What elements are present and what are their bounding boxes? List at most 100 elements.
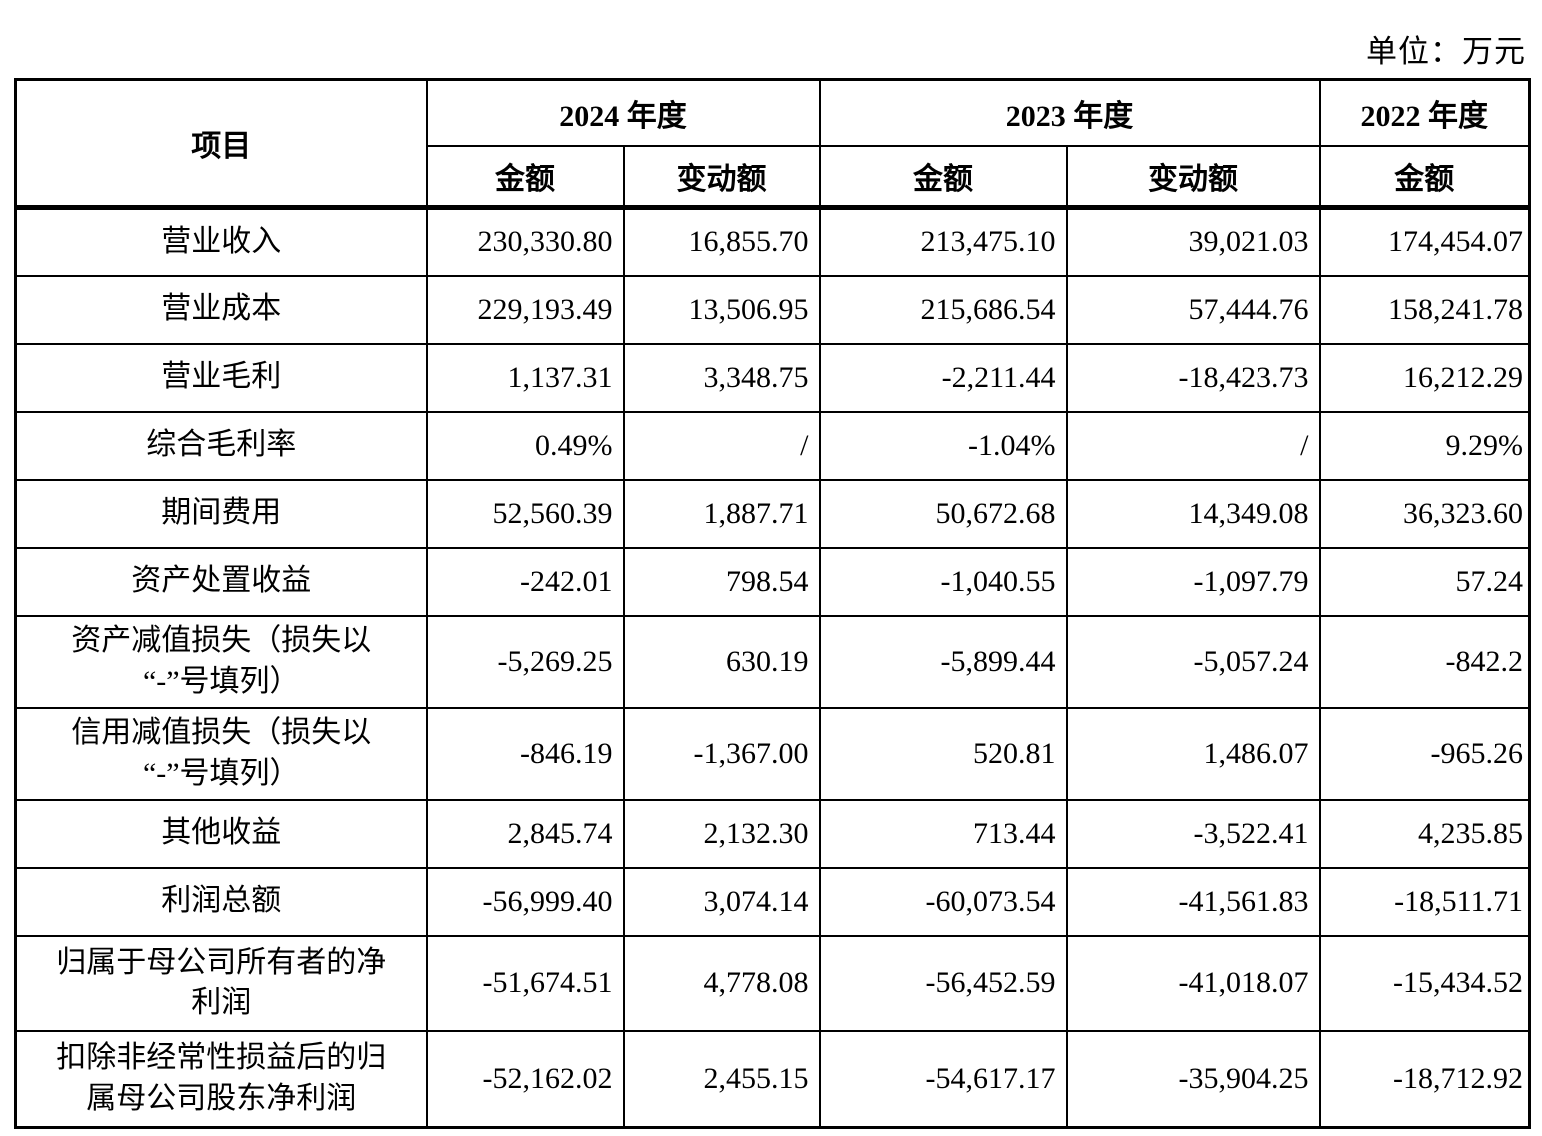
column-header-2022-amount: 金额 xyxy=(1318,144,1531,210)
column-header-2024-change: 变动额 xyxy=(622,144,821,210)
cell-value: -41,561.83 xyxy=(1065,866,1321,937)
financial-comparison-table: 项目 2024 年度 2023 年度 2022 年度 金额 变动额 金额 变动额… xyxy=(14,78,1531,1129)
row-item-label: 其他收益 xyxy=(14,798,428,869)
cell-value: 1,137.31 xyxy=(425,342,625,413)
cell-value: -60,073.54 xyxy=(818,866,1068,937)
cell-value: -965.26 xyxy=(1318,706,1531,801)
row-item-label: 营业收入 xyxy=(14,206,428,277)
table-row: 归属于母公司所有者的净 利润 -51,674.51 4,778.08 -56,4… xyxy=(14,934,1531,1032)
cell-value: -2,211.44 xyxy=(818,342,1068,413)
cell-value: 3,074.14 xyxy=(622,866,821,937)
table-row: 利润总额 -56,999.40 3,074.14 -60,073.54 -41,… xyxy=(14,866,1531,937)
column-header-item: 项目 xyxy=(14,78,428,210)
cell-value: -35,904.25 xyxy=(1065,1029,1321,1129)
cell-value: 16,212.29 xyxy=(1318,342,1531,413)
row-item-label: 信用减值损失（损失以 “-”号填列） xyxy=(14,706,428,801)
cell-value: 14,349.08 xyxy=(1065,478,1321,549)
cell-value: 4,235.85 xyxy=(1318,798,1531,869)
cell-value: -5,899.44 xyxy=(818,614,1068,709)
row-item-label: 资产处置收益 xyxy=(14,546,428,617)
cell-value: -1,367.00 xyxy=(622,706,821,801)
cell-value: 13,506.95 xyxy=(622,274,821,345)
cell-value: 16,855.70 xyxy=(622,206,821,277)
cell-value: 9.29% xyxy=(1318,410,1531,481)
cell-value: 630.19 xyxy=(622,614,821,709)
cell-value: -846.19 xyxy=(425,706,625,801)
column-header-2023-amount: 金额 xyxy=(818,144,1068,210)
cell-value: 4,778.08 xyxy=(622,934,821,1032)
cell-value: -52,162.02 xyxy=(425,1029,625,1129)
row-item-label: 利润总额 xyxy=(14,866,428,937)
cell-value: -1,040.55 xyxy=(818,546,1068,617)
cell-value: -242.01 xyxy=(425,546,625,617)
cell-value: 229,193.49 xyxy=(425,274,625,345)
unit-label: 单位：万元 xyxy=(1366,34,1526,69)
table-row: 营业收入 230,330.80 16,855.70 213,475.10 39,… xyxy=(14,206,1531,277)
row-item-label: 综合毛利率 xyxy=(14,410,428,481)
cell-value: -1,097.79 xyxy=(1065,546,1321,617)
cell-value: -1.04% xyxy=(818,410,1068,481)
table-row: 其他收益 2,845.74 2,132.30 713.44 -3,522.41 … xyxy=(14,798,1531,869)
cell-value: -51,674.51 xyxy=(425,934,625,1032)
table-row: 扣除非经常性损益后的归 属母公司股东净利润 -52,162.02 2,455.1… xyxy=(14,1029,1531,1129)
cell-value: -41,018.07 xyxy=(1065,934,1321,1032)
cell-value: 520.81 xyxy=(818,706,1068,801)
cell-value: 39,021.03 xyxy=(1065,206,1321,277)
cell-value: 50,672.68 xyxy=(818,478,1068,549)
column-header-2024-amount: 金额 xyxy=(425,144,625,210)
header-sub-row: 金额 变动额 金额 变动额 金额 xyxy=(16,144,1531,210)
table-row: 期间费用 52,560.39 1,887.71 50,672.68 14,349… xyxy=(14,478,1531,549)
column-header-year-2022: 2022 年度 xyxy=(1318,78,1531,147)
cell-value: / xyxy=(622,410,821,481)
table-row: 营业毛利 1,137.31 3,348.75 -2,211.44 -18,423… xyxy=(14,342,1531,413)
table-row: 资产处置收益 -242.01 798.54 -1,040.55 -1,097.7… xyxy=(14,546,1531,617)
cell-value: 158,241.78 xyxy=(1318,274,1531,345)
cell-value: -18,712.92 xyxy=(1318,1029,1531,1129)
table-row: 综合毛利率 0.49% / -1.04% / 9.29% xyxy=(14,410,1531,481)
row-item-label: 营业成本 xyxy=(14,274,428,345)
row-item-label: 资产减值损失（损失以 “-”号填列） xyxy=(14,614,428,709)
cell-value: -54,617.17 xyxy=(818,1029,1068,1129)
row-item-label: 归属于母公司所有者的净 利润 xyxy=(14,934,428,1032)
cell-value: -56,999.40 xyxy=(425,866,625,937)
cell-value: 57.24 xyxy=(1318,546,1531,617)
cell-value: 713.44 xyxy=(818,798,1068,869)
column-header-2023-change: 变动额 xyxy=(1065,144,1321,210)
table-row: 资产减值损失（损失以 “-”号填列） -5,269.25 630.19 -5,8… xyxy=(14,614,1531,709)
cell-value: 1,486.07 xyxy=(1065,706,1321,801)
cell-value: -15,434.52 xyxy=(1318,934,1531,1032)
cell-value: 213,475.10 xyxy=(818,206,1068,277)
cell-value: 2,845.74 xyxy=(425,798,625,869)
row-item-label: 营业毛利 xyxy=(14,342,428,413)
row-item-label: 期间费用 xyxy=(14,478,428,549)
cell-value: 2,132.30 xyxy=(622,798,821,869)
cell-value: 1,887.71 xyxy=(622,478,821,549)
table-row: 信用减值损失（损失以 “-”号填列） -846.19 -1,367.00 520… xyxy=(14,706,1531,801)
column-header-year-2024: 2024 年度 xyxy=(425,78,821,147)
cell-value: 0.49% xyxy=(425,410,625,481)
cell-value: 230,330.80 xyxy=(425,206,625,277)
cell-value: 798.54 xyxy=(622,546,821,617)
cell-value: 174,454.07 xyxy=(1318,206,1531,277)
header-year-row: 项目 2024 年度 2023 年度 2022 年度 xyxy=(14,78,1531,210)
cell-value: 2,455.15 xyxy=(622,1029,821,1129)
table-header: 项目 2024 年度 2023 年度 2022 年度 金额 变动额 金额 变动额… xyxy=(14,78,1531,210)
cell-value: -5,057.24 xyxy=(1065,614,1321,709)
cell-value: -842.2 xyxy=(1318,614,1531,709)
table-row: 营业成本 229,193.49 13,506.95 215,686.54 57,… xyxy=(14,274,1531,345)
cell-value: 52,560.39 xyxy=(425,478,625,549)
cell-value: 3,348.75 xyxy=(622,342,821,413)
cell-value: 36,323.60 xyxy=(1318,478,1531,549)
column-header-year-2023: 2023 年度 xyxy=(818,78,1321,147)
table-body: 营业收入 230,330.80 16,855.70 213,475.10 39,… xyxy=(14,206,1531,1129)
cell-value: -56,452.59 xyxy=(818,934,1068,1032)
cell-value: -5,269.25 xyxy=(425,614,625,709)
cell-value: / xyxy=(1065,410,1321,481)
row-item-label: 扣除非经常性损益后的归 属母公司股东净利润 xyxy=(14,1029,428,1129)
cell-value: 215,686.54 xyxy=(818,274,1068,345)
cell-value: -18,511.71 xyxy=(1318,866,1531,937)
cell-value: -3,522.41 xyxy=(1065,798,1321,869)
cell-value: -18,423.73 xyxy=(1065,342,1321,413)
cell-value: 57,444.76 xyxy=(1065,274,1321,345)
